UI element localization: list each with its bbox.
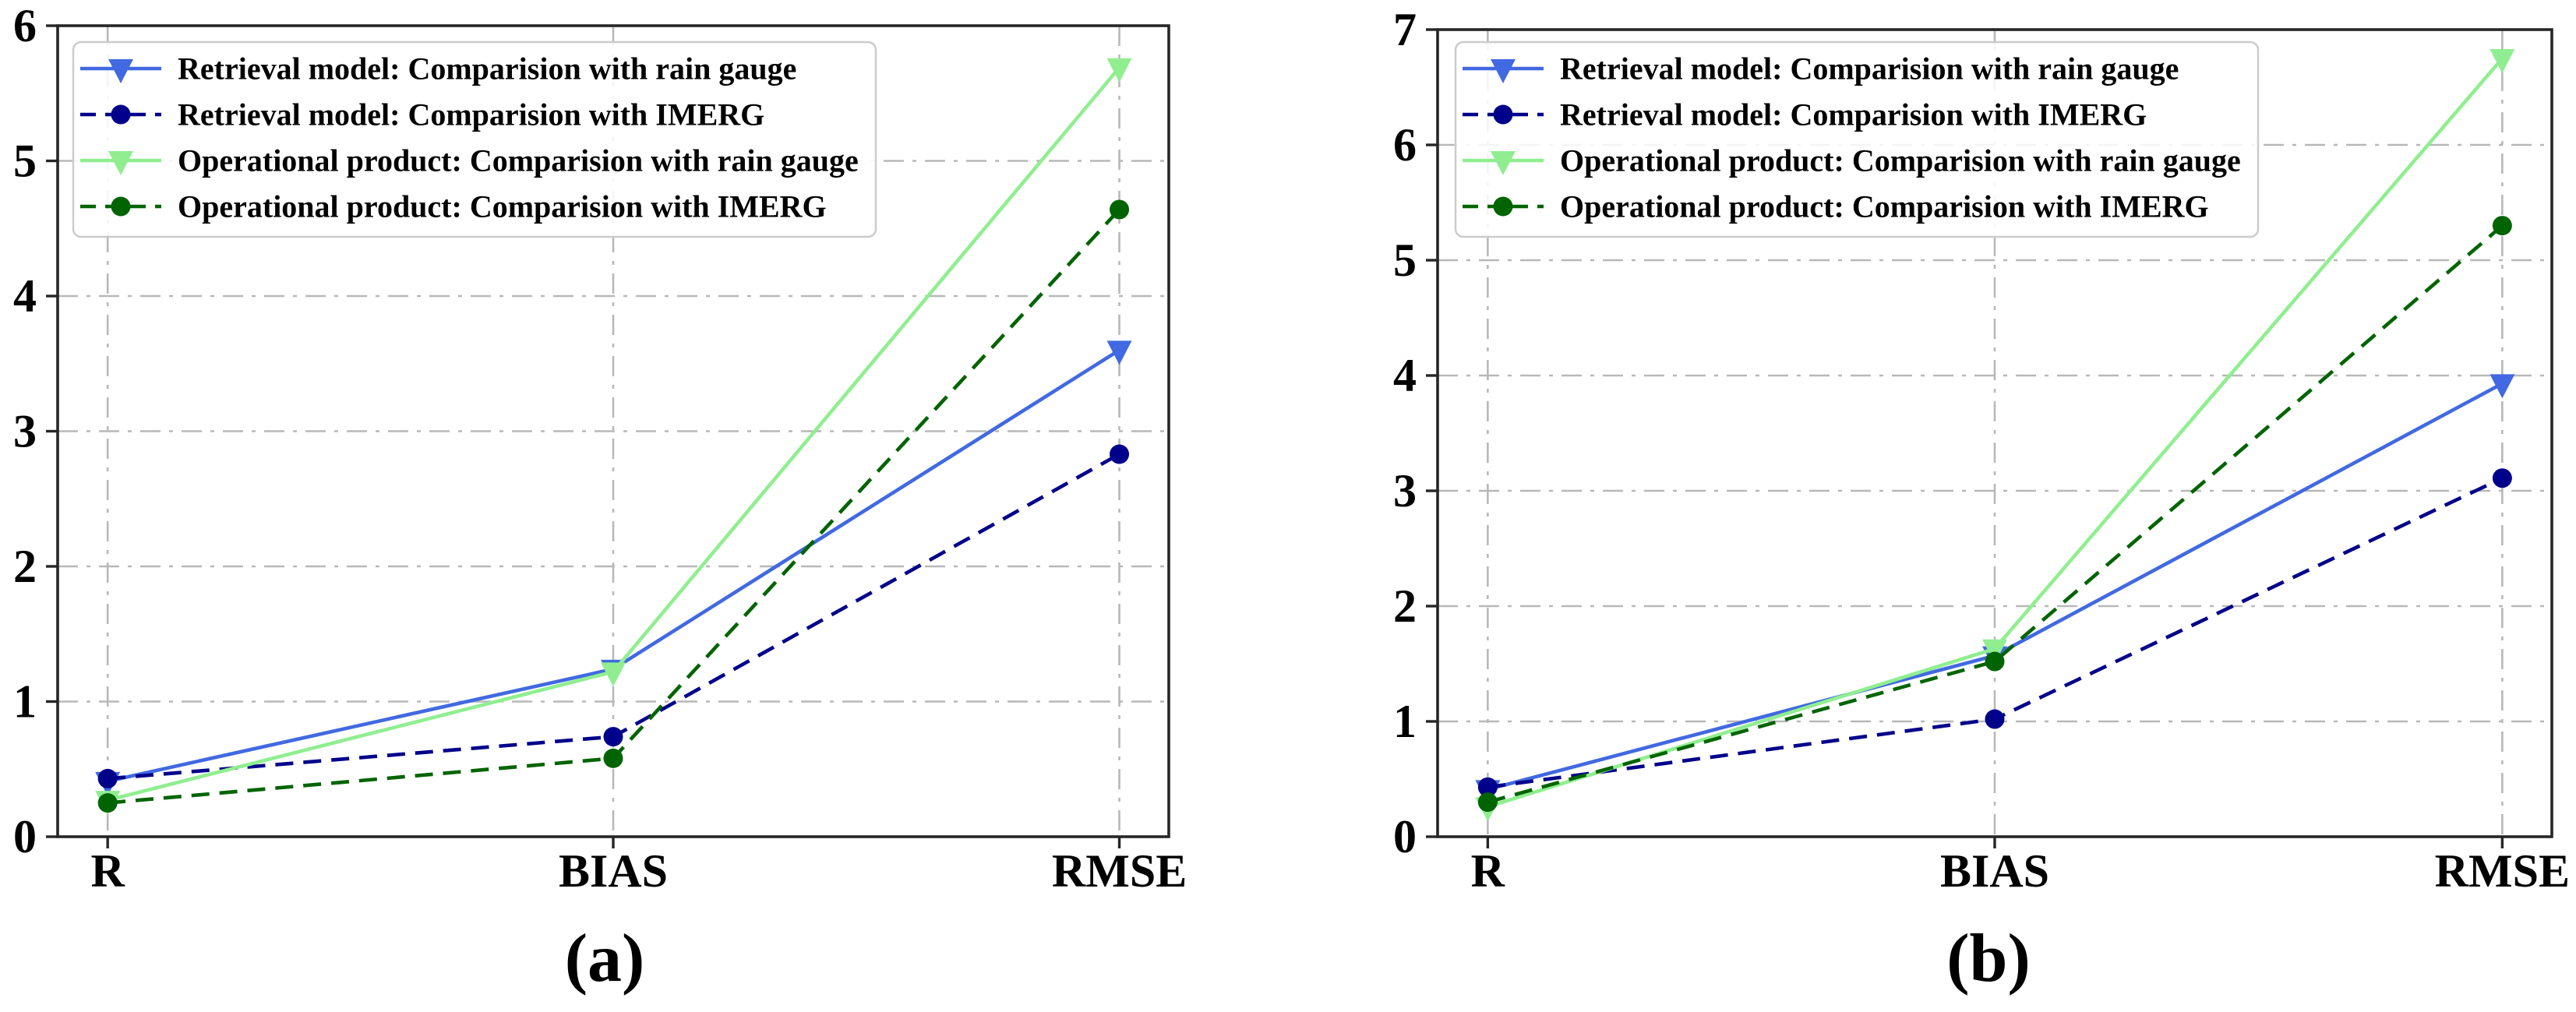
x-tick-label: R [90, 845, 125, 897]
chart-panel-a: 0 1 2 3 4 5 6 R BIAS RMSE Retrieval model: Compari… [13, 0, 1187, 996]
legend-marker-triangle-down [108, 151, 133, 175]
y-tick-label: 6 [1393, 119, 1417, 171]
panel-caption-b: (b) [1946, 921, 2031, 996]
x-tick-label: RMSE [2435, 845, 2570, 897]
y-tick-label: 1 [1393, 696, 1417, 747]
chart-a-svg: 0 1 2 3 4 5 6 R BIAS RMSE Retrieval model: Compari… [13, 0, 1187, 897]
legend-label: Retrieval model: Comparision with IMERG [178, 97, 764, 132]
marker-circle [1110, 444, 1130, 464]
legend-label: Operational product: Comparision with IM… [1560, 189, 2209, 224]
series-retrieval-imerg [97, 444, 1130, 788]
marker-circle [1477, 792, 1498, 813]
x-tick-label: BIAS [1940, 845, 2049, 897]
axis-tick-labels: 0 1 2 3 4 5 6 7 R BIAS RMSE [1393, 4, 2570, 897]
legend-label: Operational product: Comparision with ra… [1560, 143, 2241, 178]
y-tick-label: 5 [13, 136, 37, 187]
axis-tick-labels: 0 1 2 3 4 5 6 R BIAS RMSE [13, 0, 1187, 897]
legend-label: Retrieval model: Comparision with rain g… [178, 51, 796, 86]
series-operational-imerg [97, 199, 1130, 813]
legend-marker-circle [1493, 196, 1513, 217]
chart-panel-b: 0 1 2 3 4 5 6 7 R BIAS RMSE Retrieval model: Compar… [1288, 0, 2576, 1012]
y-tick-label: 1 [13, 676, 37, 728]
y-tick-label: 7 [1393, 4, 1417, 55]
y-tick-label: 4 [1393, 350, 1417, 401]
series-line [1487, 224, 2504, 804]
series-retrieval-imerg [1477, 468, 2512, 797]
axis-ticks [46, 24, 1121, 848]
legend-marker-circle [111, 196, 131, 217]
legend-label: Operational product: Comparision with ra… [178, 143, 859, 178]
legend-box [72, 41, 877, 238]
y-tick-label: 6 [13, 0, 37, 51]
panel-caption-a: (a) [564, 921, 645, 996]
marker-triangle-down [1106, 340, 1132, 365]
y-tick-label: 5 [1393, 234, 1417, 286]
marker-circle [97, 768, 118, 788]
legend-label: Retrieval model: Comparision with rain g… [1560, 51, 2179, 86]
marker-circle [1110, 199, 1130, 220]
x-tick-label: R [1471, 845, 1505, 897]
marker-circle [2492, 468, 2512, 488]
legend: Retrieval model: Comparision with rain g… [72, 41, 877, 238]
marker-circle [1477, 777, 1498, 797]
marker-circle [1985, 709, 2005, 729]
x-tick-label: BIAS [559, 845, 668, 897]
series-line [107, 208, 1121, 805]
y-tick-label: 4 [13, 270, 37, 322]
y-tick-label: 2 [13, 541, 37, 592]
y-tick-label: 2 [1393, 580, 1417, 632]
axis-ticks [1426, 28, 2504, 848]
marker-triangle-down [601, 662, 626, 687]
y-tick-label: 0 [13, 811, 37, 862]
marker-triangle-down [2490, 49, 2515, 73]
legend: Retrieval model: Comparision with rain g… [1454, 41, 2260, 238]
marker-circle [603, 727, 623, 747]
legend-marker-triangle-down [1491, 59, 1516, 83]
marker-triangle-down [1106, 58, 1132, 83]
legend-label: Operational product: Comparision with IM… [178, 189, 827, 224]
legend-marker-triangle-down [108, 59, 133, 83]
marker-circle [2492, 216, 2512, 236]
marker-triangle-down [2490, 374, 2515, 399]
legend-label: Retrieval model: Comparision with IMERG [1560, 97, 2147, 132]
legend-marker-circle [111, 104, 131, 125]
y-tick-label: 0 [1393, 811, 1417, 862]
x-tick-label: RMSE [1052, 845, 1187, 897]
y-tick-label: 3 [1393, 465, 1417, 517]
y-tick-label: 3 [13, 406, 37, 457]
marker-circle [1985, 651, 2005, 672]
series-operational-imerg [1477, 216, 2512, 813]
chart-b-svg: 0 1 2 3 4 5 6 7 R BIAS RMSE Retrieval model: Compar… [1393, 4, 2570, 897]
marker-circle [97, 793, 118, 813]
marker-circle [603, 748, 623, 768]
legend-box [1454, 41, 2260, 238]
marker-triangle-down [1982, 639, 2007, 664]
legend-marker-circle [1493, 104, 1513, 125]
legend-marker-triangle-down [1491, 151, 1516, 175]
